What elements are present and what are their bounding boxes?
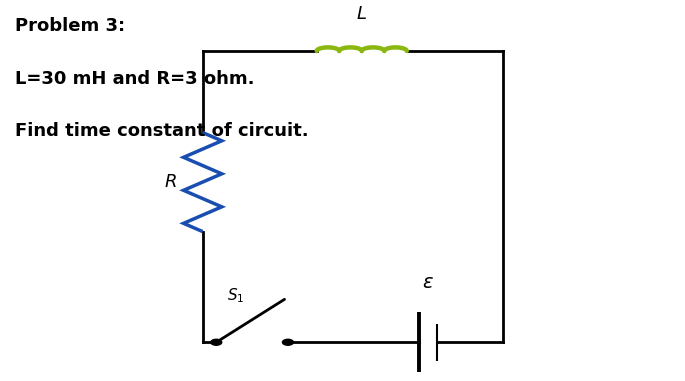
- Text: L: L: [357, 5, 366, 23]
- Text: $S_1$: $S_1$: [227, 286, 244, 305]
- Text: $\varepsilon$: $\varepsilon$: [422, 273, 434, 292]
- Circle shape: [282, 339, 293, 345]
- Text: Find time constant of circuit.: Find time constant of circuit.: [15, 122, 309, 140]
- Text: Problem 3:: Problem 3:: [15, 18, 125, 35]
- Text: R: R: [164, 173, 177, 191]
- Circle shape: [211, 339, 222, 345]
- Text: L=30 mH and R=3 ohm.: L=30 mH and R=3 ohm.: [15, 70, 255, 88]
